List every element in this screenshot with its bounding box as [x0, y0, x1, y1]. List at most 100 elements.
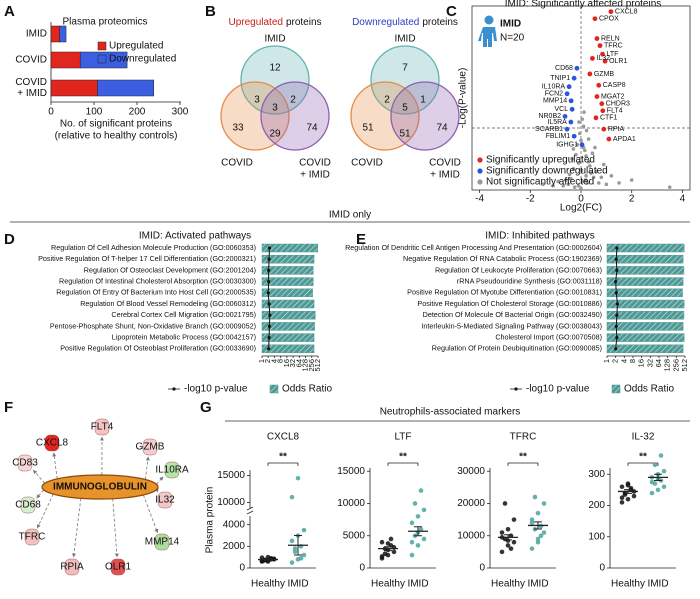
- point: [629, 178, 634, 182]
- y-category: COVID: [15, 55, 47, 66]
- badge-count: N=20: [500, 33, 525, 44]
- p-value-line: [267, 247, 271, 349]
- point: [582, 110, 586, 114]
- point: [588, 164, 592, 168]
- gene-label: TFRC: [19, 532, 46, 543]
- point: [596, 82, 602, 88]
- x-tick-label: 512: [680, 359, 689, 372]
- point: [589, 171, 593, 175]
- dot: [379, 539, 385, 545]
- pathway-label: Positive Regulation Of Osteoblast Prolif…: [60, 344, 256, 353]
- person-icon: [478, 15, 497, 47]
- legend-label: -log10 p-value: [526, 384, 590, 395]
- point: [608, 9, 614, 15]
- point: [583, 178, 588, 182]
- dot: [631, 493, 637, 499]
- point-label: CHDR3: [606, 101, 630, 108]
- dot: [505, 538, 511, 543]
- p-value-dot: [614, 257, 618, 261]
- bar: [261, 277, 314, 286]
- venn-count: 2: [290, 95, 296, 106]
- point: [556, 179, 560, 184]
- venn-count: 3: [272, 103, 278, 114]
- point: [581, 124, 586, 129]
- point: [569, 106, 575, 112]
- gene-node: [110, 558, 126, 576]
- x-tick-label: 1: [602, 359, 611, 363]
- dot: [658, 453, 664, 458]
- point: [579, 186, 583, 191]
- set-label: IMID: [264, 34, 285, 45]
- p-value-dot: [615, 336, 619, 340]
- x-tick-label: 2: [629, 194, 635, 205]
- edge: [112, 498, 119, 558]
- point: [571, 147, 576, 151]
- legend-swatch: [477, 168, 483, 174]
- set-label: IMID: [394, 34, 415, 45]
- point: [570, 157, 574, 161]
- dot: [301, 552, 307, 558]
- significance: **: [639, 452, 647, 463]
- y-tick-label: 30000: [457, 466, 485, 477]
- point-label: MGAT2: [601, 93, 625, 100]
- dot: [418, 488, 424, 493]
- x-axis-label: (relative to healthy controls): [55, 131, 178, 142]
- x-tick-label: 256: [671, 359, 680, 372]
- p-value-dot: [615, 246, 619, 250]
- x-tick-label: 32: [645, 359, 654, 367]
- significance: **: [519, 452, 527, 463]
- dot: [538, 533, 544, 539]
- error-bar: [414, 526, 422, 537]
- gene-node: [94, 418, 110, 436]
- point-label: TFRC: [604, 42, 623, 49]
- x-tick-label: 0: [578, 194, 584, 205]
- y-axis-label: Plasma protein: [205, 487, 216, 554]
- gene-label: GZMB: [136, 442, 165, 453]
- point: [576, 183, 581, 188]
- gene-label: OLR1: [105, 562, 132, 573]
- pathway-label: rRNA Pseudouridine Synthesis (GO:0031118…: [457, 277, 602, 286]
- point-label: RELN: [601, 35, 620, 42]
- p-value-dot: [615, 302, 620, 306]
- dot: [649, 490, 655, 496]
- dot: [385, 541, 391, 546]
- gene-label: IL32: [155, 495, 175, 506]
- point-label: NR0B2: [538, 113, 561, 120]
- dot: [298, 555, 304, 561]
- point-label: LTF: [607, 51, 619, 58]
- edge: [144, 456, 150, 480]
- point: [564, 126, 570, 132]
- point-label: RPIA: [608, 126, 625, 133]
- error-bar: [624, 489, 632, 494]
- y-tick-label: 200: [588, 500, 605, 511]
- error-bar: [384, 546, 392, 552]
- legend-label: -log10 p-value: [184, 384, 248, 395]
- x-group-label: IMID: [407, 579, 428, 590]
- point-label: IGHG1: [556, 142, 578, 149]
- venn-count: 2: [384, 95, 390, 106]
- point: [579, 142, 585, 148]
- dot: [535, 539, 541, 545]
- x-group-label: Healthy: [371, 579, 405, 590]
- point-label: TNIP1: [550, 75, 570, 82]
- x-group-label: IMID: [527, 579, 548, 590]
- venn-count: 5: [402, 103, 408, 114]
- point: [572, 185, 577, 189]
- point: [585, 181, 590, 185]
- dot: [619, 484, 625, 490]
- legend-swatch: [269, 384, 279, 394]
- y-tick-label: 10000: [457, 530, 485, 541]
- dot: [619, 495, 625, 500]
- point: [568, 119, 574, 125]
- panel-title: IMID: Activated pathways: [139, 231, 251, 242]
- dot: [421, 507, 427, 513]
- p-value-line: [615, 247, 618, 349]
- x-tick-label: 4: [269, 359, 278, 363]
- pathway-label: Detection Of Molecule Of Bacterial Origi…: [423, 310, 602, 319]
- error-bar: [264, 558, 272, 561]
- legend-dot: [514, 387, 518, 391]
- y-tick-label: 0: [359, 563, 365, 574]
- pathway-label: Regulation Of Entry Of Bacterium Into Ho…: [56, 288, 256, 297]
- point: [593, 145, 597, 150]
